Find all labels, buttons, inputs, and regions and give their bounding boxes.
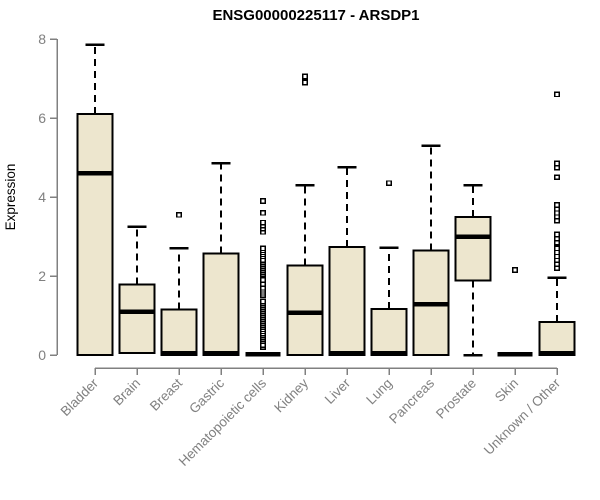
x-category-label-gastric: Gastric <box>186 375 227 416</box>
outlier-point-unknown-other <box>554 231 560 238</box>
x-category-label-lung: Lung <box>363 376 395 408</box>
boxplot-pancreas <box>412 144 450 356</box>
y-tick-label: 8 <box>38 31 46 47</box>
outlier-point-kidney <box>302 79 308 86</box>
boxplot-kidney <box>286 73 324 356</box>
y-tick-label: 4 <box>38 189 46 205</box>
outlier-point-unknown-other <box>554 160 560 167</box>
x-category-label-pancreas: Pancreas <box>386 375 437 426</box>
x-category-label-prostate: Prostate <box>433 376 479 422</box>
outlier-point-hematopoietic-cells <box>260 209 266 216</box>
boxplot-unknown-other <box>538 91 576 357</box>
boxplot-liver <box>328 166 366 356</box>
boxes-group <box>76 43 576 357</box>
chart-title: ENSG00000225117 - ARSDP1 <box>212 7 419 24</box>
outlier-point-unknown-other <box>554 245 560 252</box>
boxplot-prostate <box>454 183 492 357</box>
boxplot-skin <box>497 267 533 357</box>
boxplot-gastric <box>202 162 240 356</box>
y-tick-label: 2 <box>38 268 46 284</box>
outlier-point-unknown-other <box>554 91 560 98</box>
outlier-point-kidney <box>302 73 308 80</box>
box-gastric <box>202 252 240 356</box>
boxplot-breast <box>160 211 198 357</box>
box-kidney <box>286 264 324 356</box>
outlier-point-skin <box>512 267 518 273</box>
outlier-point-hematopoietic-cells <box>260 298 266 305</box>
box-unknown-other <box>538 320 576 357</box>
x-category-label-bladder: Bladder <box>58 375 102 419</box>
outlier-point-unknown-other <box>554 174 560 181</box>
box-brain <box>118 283 156 355</box>
boxplot-brain <box>118 225 156 355</box>
outlier-point-breast <box>176 211 182 218</box>
box-lung <box>370 307 408 357</box>
x-category-label-kidney: Kidney <box>271 375 311 415</box>
box-bladder <box>76 113 114 356</box>
x-category-label-unknown-other: Unknown / Other <box>481 375 564 458</box>
outlier-point-hematopoietic-cells <box>260 277 266 283</box>
outlier-point-lung <box>386 180 392 187</box>
outlier-point-unknown-other <box>554 201 560 208</box>
outlier-point-hematopoietic-cells <box>260 245 266 252</box>
box-liver <box>328 246 366 356</box>
outlier-point-hematopoietic-cells <box>260 219 266 226</box>
y-tick-label: 6 <box>38 110 46 126</box>
box-prostate <box>454 215 492 282</box>
outlier-point-hematopoietic-cells <box>260 198 266 204</box>
x-category-label-brain: Brain <box>110 376 143 409</box>
boxplot-hematopoietic-cells <box>245 198 281 357</box>
box-breast <box>160 308 198 357</box>
y-tick-label: 0 <box>38 347 46 363</box>
boxplot-lung <box>370 180 408 357</box>
x-category-label-skin: Skin <box>492 376 521 405</box>
x-category-label-liver: Liver <box>322 375 354 407</box>
x-category-label-breast: Breast <box>147 375 185 413</box>
boxplot-bladder <box>76 43 114 356</box>
y-axis-label: Expression <box>3 164 18 231</box>
